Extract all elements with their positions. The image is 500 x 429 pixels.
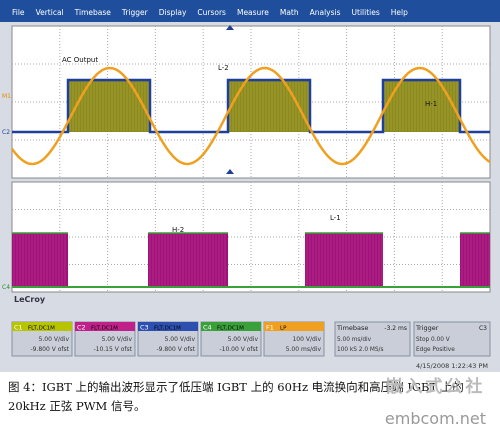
status-row: 100 kS 2.0 MS/s [337, 347, 384, 353]
square-wave [12, 78, 490, 134]
status-title: Trigger [415, 324, 439, 332]
watermark-text: 嵌入式公社 [385, 377, 486, 397]
status-title: Timebase [336, 324, 368, 332]
channel-tag: FLT,DC1M [28, 326, 55, 332]
channel-name: C3 [140, 324, 149, 332]
menu-item[interactable]: Measure [237, 8, 269, 17]
channel-name: C2 [77, 324, 86, 332]
watermark-url: embcom.net [384, 409, 486, 428]
menu-item[interactable]: Trigger [121, 8, 149, 17]
waveforms [10, 25, 491, 288]
trigger-marker [226, 169, 234, 174]
channel-offset: -9.800 V ofst [30, 346, 69, 353]
menu-item[interactable]: File [12, 8, 25, 17]
pwm-block [305, 233, 383, 287]
menu-item[interactable]: Utilities [352, 8, 380, 17]
marker: M1 [2, 93, 11, 100]
status-value: -3.2 ms [384, 325, 407, 332]
marker: C2 [2, 129, 10, 136]
channel-name: F1 [266, 324, 274, 332]
channel-header [264, 322, 324, 331]
status-box[interactable] [334, 321, 411, 357]
marker: C4 [2, 284, 10, 291]
channel-tag: FLT,DC1M [154, 326, 181, 332]
watermark: 嵌入式公社 embcom.net [385, 372, 486, 428]
label: H-2 [172, 226, 184, 234]
pwm-block [460, 233, 490, 287]
status-value: C3 [479, 325, 487, 332]
brand: LeCroy [14, 295, 46, 304]
status-box[interactable] [413, 321, 491, 357]
menu-item[interactable]: Vertical [36, 8, 64, 17]
menu-item[interactable]: Timebase [74, 8, 112, 17]
label: L-1 [330, 214, 341, 222]
channel-tag: FLT,DC1M [217, 326, 244, 332]
label: AC Output [62, 56, 98, 64]
channel-header [201, 322, 261, 331]
pwm-block [148, 233, 228, 287]
status-row: Stop 0.00 V [416, 337, 450, 343]
channel-offset: -9.800 V ofst [156, 346, 195, 353]
channel-offset: -10.00 V ofst [219, 346, 258, 353]
channel-header [138, 322, 198, 331]
channel-tag: LP [280, 326, 287, 332]
menu: File Vertical Timebase Trigger Display Cursor… [12, 8, 408, 17]
channel-scale: 5.00 V/div [165, 336, 196, 343]
menu-item[interactable]: Cursors [197, 8, 226, 17]
caption: 图 4：IGBT 上的输出波形显示了低压端 IGBT 上的 60Hz 电流换向和… [8, 380, 464, 413]
menu-bar [0, 0, 500, 22]
timestamp: 4/15/2008 1:22:43 PM [416, 362, 488, 370]
sine-wave [10, 66, 491, 166]
menu-item[interactable]: Display [159, 8, 187, 17]
channel-header [75, 322, 135, 331]
oscilloscope-screen: File Vertical Timebase Trigger Display Cursor… [0, 0, 500, 372]
menu-item[interactable]: Help [391, 8, 408, 17]
channel-scale: 5.00 V/div [228, 336, 259, 343]
channel-scale: 100 V/div [292, 336, 321, 343]
trigger-marker [226, 25, 234, 30]
menu-item[interactable]: Math [280, 8, 299, 17]
status-row: 5.00 ms/div [337, 337, 372, 343]
channel-name: C4 [203, 324, 212, 332]
status-row: Edge Positive [416, 347, 455, 353]
label: H-1 [425, 100, 437, 108]
menu-item[interactable]: Analysis [310, 8, 341, 17]
channel-header [12, 322, 72, 331]
channel-tag: FLT,DC1M [91, 326, 118, 332]
channel-offset: 5.00 ms/div [286, 346, 322, 353]
channel-name: C1 [14, 324, 23, 332]
channel-offset: -10.15 V ofst [93, 346, 132, 353]
channel-scale: 5.00 V/div [102, 336, 133, 343]
channel-scale: 5.00 V/div [39, 336, 70, 343]
channel-boxes: C1 FLT,DC1M 5.00 V/div -9.800 V ofst C2 FLT,D… [11, 321, 491, 357]
label: L-2 [218, 64, 229, 72]
